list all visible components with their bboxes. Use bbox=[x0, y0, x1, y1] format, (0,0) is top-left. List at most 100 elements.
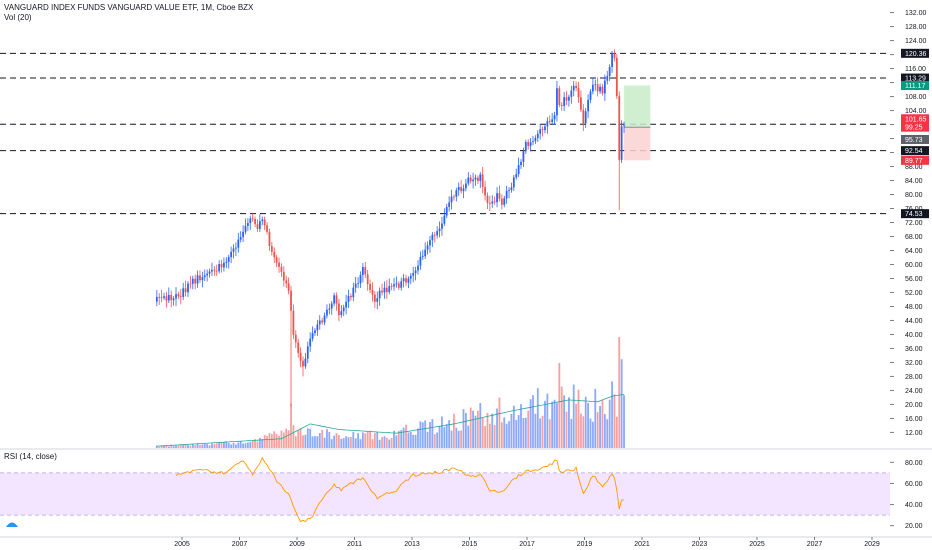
candle-body bbox=[340, 311, 343, 316]
candle bbox=[517, 157, 520, 177]
candle bbox=[438, 221, 441, 238]
price-axis-tick-label: 52.00 bbox=[905, 290, 923, 297]
volume-bar bbox=[189, 445, 192, 448]
volume-bar bbox=[606, 419, 609, 448]
volume-bar bbox=[515, 419, 518, 448]
candle bbox=[474, 174, 477, 186]
volume-bar bbox=[318, 433, 321, 448]
tradingview-logo[interactable] bbox=[6, 522, 18, 528]
candle bbox=[620, 120, 623, 163]
candle bbox=[369, 279, 371, 293]
candle-body bbox=[544, 126, 546, 131]
candle bbox=[258, 214, 261, 233]
volume-bar bbox=[256, 441, 259, 448]
volume-bar bbox=[270, 434, 273, 448]
time-axis[interactable]: 2005 2007 2009 2011 2013 2015 2017 2019 2021 2023… bbox=[174, 537, 880, 548]
volume-bar bbox=[548, 419, 551, 448]
level-price-label[interactable]: 113.29 bbox=[901, 73, 929, 83]
candle bbox=[596, 77, 599, 97]
take-profit-zone[interactable] bbox=[624, 85, 651, 128]
candle-body bbox=[242, 231, 244, 238]
volume-bar bbox=[275, 433, 278, 448]
candle-body bbox=[160, 297, 163, 299]
candle bbox=[297, 338, 300, 358]
candle bbox=[251, 213, 254, 222]
candle bbox=[520, 159, 522, 170]
volume-bar bbox=[242, 443, 244, 448]
rsi-band bbox=[0, 472, 890, 516]
candle-body bbox=[436, 231, 439, 236]
candle-body bbox=[515, 174, 518, 178]
candle bbox=[376, 291, 379, 310]
candle-body bbox=[223, 262, 225, 268]
candle bbox=[568, 94, 570, 107]
price-axis-tick-label: 12.00 bbox=[905, 430, 923, 437]
level-price-label-text: 120.36 bbox=[905, 51, 927, 58]
volume-bar bbox=[232, 442, 235, 448]
candle-body bbox=[251, 218, 254, 220]
candle bbox=[294, 330, 297, 349]
volume-bar bbox=[172, 446, 175, 448]
price-axis-tick-label: 80.00 bbox=[905, 192, 923, 199]
candle-body bbox=[546, 121, 549, 127]
rsi-axis-tick-label: 60.00 bbox=[905, 481, 923, 488]
volume-bar bbox=[273, 431, 276, 448]
candle bbox=[572, 80, 575, 97]
level-price-label[interactable]: 120.36 bbox=[901, 48, 929, 58]
price-axis-tick-label: 124.00 bbox=[905, 38, 927, 45]
position-price-label[interactable]: 89.77 bbox=[901, 155, 929, 165]
candle-body bbox=[361, 267, 364, 275]
rsi-indicator-label[interactable]: RSI (14, close) bbox=[4, 452, 57, 461]
candle-body bbox=[596, 84, 599, 92]
candle-body bbox=[263, 219, 266, 226]
volume-bar bbox=[383, 436, 386, 448]
candle bbox=[364, 261, 367, 279]
position-price-label-text: 111.17 bbox=[905, 83, 925, 90]
volume-bar bbox=[443, 426, 446, 448]
price-axis-tick-label: 32.00 bbox=[905, 360, 923, 367]
volume-bar bbox=[618, 337, 621, 448]
price-axis-tick-label: 36.00 bbox=[905, 346, 923, 353]
candle bbox=[263, 216, 266, 230]
volume-bar bbox=[493, 425, 496, 448]
position-price-label[interactable]: 111.17 bbox=[901, 80, 929, 90]
candle-body bbox=[302, 360, 304, 367]
candle bbox=[280, 263, 283, 277]
candle-body bbox=[170, 294, 173, 301]
stop-loss-zone[interactable] bbox=[624, 127, 651, 161]
candle-body bbox=[249, 218, 252, 224]
volume-bar bbox=[520, 404, 522, 448]
candle-body bbox=[539, 129, 542, 134]
candle-body bbox=[354, 283, 357, 288]
candle-body bbox=[508, 190, 510, 191]
volume-bar bbox=[419, 421, 422, 448]
price-axis-tick-label: 108.00 bbox=[905, 94, 927, 101]
candle-body bbox=[431, 234, 434, 241]
volume-bar bbox=[160, 445, 163, 448]
candle-body bbox=[189, 283, 192, 285]
volume-bar bbox=[251, 440, 254, 448]
volume-bar bbox=[215, 443, 218, 448]
level-price-label[interactable]: 74.53 bbox=[901, 209, 929, 219]
candle bbox=[613, 49, 616, 62]
volume-indicator-label[interactable]: Vol (20) bbox=[4, 13, 32, 22]
symbol-title[interactable]: VANGUARD INDEX FUNDS VANGUARD VALUE ETF,… bbox=[4, 3, 254, 12]
candle bbox=[493, 196, 496, 205]
candle bbox=[170, 290, 173, 308]
candle bbox=[299, 347, 302, 368]
rsi-axis[interactable]: 80.00 60.00 40.00 20.00 bbox=[890, 460, 923, 530]
level-price-label[interactable]: 92.54 bbox=[901, 146, 929, 156]
candle-body bbox=[457, 186, 460, 191]
position-price-label[interactable]: 99.25 bbox=[901, 122, 929, 132]
position-price-label[interactable]: 101.65 bbox=[901, 114, 929, 124]
volume-bar bbox=[223, 442, 225, 448]
candle bbox=[462, 184, 465, 199]
volume-bar bbox=[321, 429, 324, 448]
candle-body bbox=[553, 115, 556, 120]
candle bbox=[563, 92, 566, 111]
candle-body bbox=[244, 226, 247, 232]
candle bbox=[328, 303, 331, 315]
candle-body bbox=[326, 309, 328, 316]
position-price-label[interactable]: 95.73 bbox=[901, 134, 929, 144]
